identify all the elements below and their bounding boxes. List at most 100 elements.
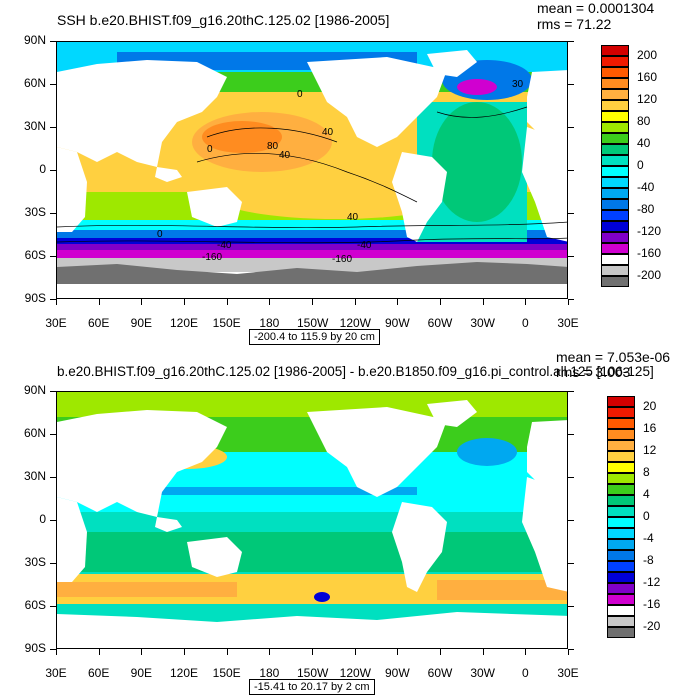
field-blob	[457, 79, 497, 95]
x-tick-label: 180	[259, 316, 280, 330]
x-tick-mark	[98, 649, 100, 655]
x-tick-mark	[440, 649, 441, 655]
colorbar-swatch	[601, 144, 629, 155]
y-tick-mark	[50, 170, 56, 171]
colorbar-swatch	[601, 122, 629, 133]
ocean-band	[57, 532, 567, 572]
land-greenland	[427, 400, 477, 427]
y-tick-mark	[50, 649, 56, 650]
map-top-svg: 0 40 80 40 0 40 0 -40 -160 -40 -160 30	[57, 42, 567, 298]
contour-label: 0	[207, 144, 213, 155]
colorbar-label: -12	[643, 575, 661, 589]
contour-label: -160	[332, 254, 352, 265]
y-tick-label: 90S	[24, 291, 46, 305]
x-tick-label: 60E	[87, 666, 110, 680]
x-tick-mark	[397, 649, 399, 655]
x-tick-label: 60E	[87, 316, 110, 330]
y-tick-mark-right	[568, 170, 574, 171]
colorbar-swatch	[607, 616, 635, 627]
x-tick-mark	[56, 299, 57, 305]
land-europe	[527, 420, 567, 497]
x-tick-mark	[354, 649, 356, 655]
land-south-america	[392, 502, 447, 592]
colorbar-swatch	[601, 177, 629, 188]
y-tick-mark	[50, 41, 56, 42]
x-tick-mark	[525, 649, 527, 655]
colorbar-swatch	[607, 429, 635, 440]
ocean-band	[57, 244, 567, 250]
colorbar-swatch	[607, 462, 635, 473]
ocean-band	[57, 582, 237, 597]
x-tick-mark	[354, 299, 356, 305]
y-tick-mark-right	[568, 256, 574, 257]
colorbar-swatch	[601, 111, 629, 122]
x-tick-mark	[269, 299, 271, 305]
colorbar-label: 80	[637, 114, 651, 128]
x-tick-label: 150E	[212, 316, 241, 330]
x-tick-label: 90E	[130, 666, 152, 680]
contour-label: 0	[157, 229, 163, 240]
x-tick-mark	[226, 649, 228, 655]
x-tick-label: 180	[259, 666, 280, 680]
land-australia	[187, 537, 242, 577]
y-tick-mark-right	[568, 41, 574, 42]
contour-label: -160	[202, 252, 222, 263]
map-bottom	[56, 391, 568, 649]
field-blob	[432, 102, 522, 222]
x-tick-label: 90W	[384, 316, 410, 330]
colorbar-swatch	[601, 265, 629, 276]
x-tick-label: 30E	[557, 666, 579, 680]
x-tick-label: 120W	[339, 316, 372, 330]
y-tick-label: 30S	[24, 555, 46, 569]
y-tick-label: 30N	[23, 469, 46, 483]
rms-bottom: rms = 3.003	[556, 364, 631, 380]
x-tick-label: 30W	[470, 316, 495, 330]
land-africa-east	[522, 127, 567, 242]
y-tick-label: 90S	[24, 641, 46, 655]
x-tick-mark	[56, 649, 57, 655]
colorbar-label: -20	[643, 619, 661, 633]
colorbar-swatch	[601, 78, 629, 89]
field-blob	[314, 592, 330, 602]
colorbar-label: -80	[637, 202, 655, 216]
ocean-band	[117, 487, 417, 495]
y-tick-mark-right	[568, 563, 574, 564]
chart-title-top: SSH b.e20.BHIST.f09_g16.20thC.125.02 [19…	[57, 12, 390, 28]
colorbar-swatch	[607, 583, 635, 594]
colorbar-swatch	[607, 517, 635, 528]
y-tick-mark-right	[568, 606, 574, 607]
colorbar-swatch	[601, 67, 629, 78]
x-tick-mark	[98, 299, 100, 305]
x-tick-label: 0	[521, 666, 529, 680]
colorbar-swatch	[601, 199, 629, 210]
y-tick-label: 60S	[24, 598, 46, 612]
y-tick-mark	[50, 434, 56, 435]
colorbar-swatch	[607, 605, 635, 616]
contour-line	[57, 221, 567, 229]
colorbar-label: 120	[637, 92, 658, 106]
colorbar-swatch	[607, 506, 635, 517]
contour-label: 40	[347, 212, 359, 223]
land-africa-east	[522, 477, 567, 592]
field-blob	[457, 438, 517, 466]
colorbar-swatch	[601, 232, 629, 243]
colorbar-swatch	[607, 484, 635, 495]
x-tick-label: 120W	[339, 666, 372, 680]
colorbar-swatch	[607, 539, 635, 550]
colorbar-swatch	[601, 254, 629, 265]
colorbar-swatch	[601, 188, 629, 199]
map-top: 0 40 80 40 0 40 0 -40 -160 -40 -160 30	[56, 41, 568, 299]
colorbar-label: 160	[637, 70, 658, 84]
x-tick-mark	[440, 299, 441, 305]
contour-label: -40	[357, 240, 372, 251]
land-antarctica-ice	[57, 284, 567, 298]
colorbar-swatch	[607, 528, 635, 539]
colorbar-swatch	[607, 594, 635, 605]
x-tick-label: 0	[521, 316, 529, 330]
ocean-band	[437, 580, 567, 600]
x-tick-label: 30E	[45, 666, 67, 680]
contour-label: 80	[267, 141, 279, 152]
colorbar-swatch	[601, 221, 629, 232]
mean-top: mean = 0.0001304	[537, 0, 655, 16]
contour-line	[436, 106, 528, 118]
